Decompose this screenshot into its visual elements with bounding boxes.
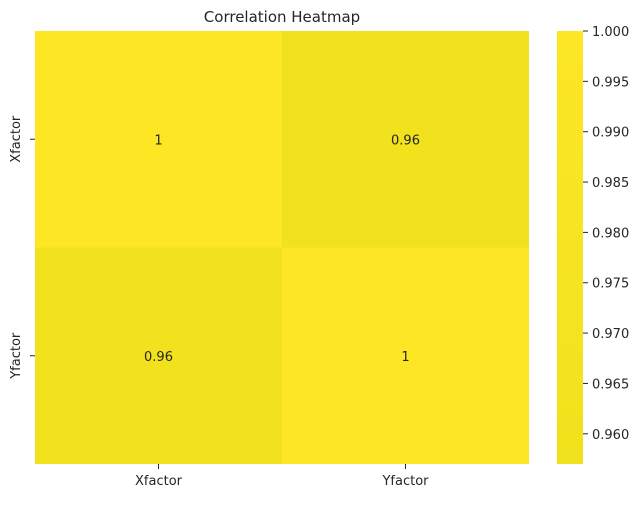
heatmap-cell-label-1-1: 1: [401, 350, 409, 365]
x-tick-label-1: Yfactor: [381, 474, 429, 489]
colorbar-tick-label-1: 0.965: [592, 377, 629, 392]
colorbar-tick-label-8: 1.000: [592, 25, 629, 40]
y-tick-label-1: Yfactor: [9, 332, 24, 380]
colorbar-tick-label-3: 0.975: [592, 277, 629, 292]
heatmap-cell-label-0-1: 0.96: [391, 133, 420, 148]
heatmap-cell-label-1-0: 0.96: [144, 350, 173, 365]
heatmap-cell-labels: 1 0.96 0.96 1: [144, 133, 420, 365]
colorbar: 0.960 0.965 0.970 0.975 0.980 0.985 0.990 0.995…: [557, 25, 629, 464]
x-tick-label-0: Xfactor: [135, 474, 183, 489]
colorbar-tick-label-2: 0.970: [592, 327, 629, 342]
y-tick-label-0: Xfactor: [9, 115, 24, 163]
heatmap-cell-1-1: [282, 247, 529, 464]
colorbar-gradient: [557, 31, 583, 464]
colorbar-tick-label-5: 0.985: [592, 176, 629, 191]
colorbar-tick-label-6: 0.990: [592, 126, 629, 141]
x-axis-ticks: Xfactor Yfactor: [135, 464, 429, 489]
colorbar-tick-label-4: 0.980: [592, 226, 629, 241]
chart-title: Correlation Heatmap: [204, 8, 360, 26]
heatmap-cell-1-0: [35, 247, 282, 464]
colorbar-tick-label-0: 0.960: [592, 428, 629, 443]
colorbar-tick-label-7: 0.995: [592, 75, 629, 90]
y-axis-ticks: Xfactor Yfactor: [9, 115, 35, 380]
heatmap-cell-label-0-0: 1: [154, 133, 162, 148]
heatmap-cells: [35, 31, 529, 464]
heatmap-cell-0-1: [282, 31, 529, 248]
heatmap-cell-0-0: [35, 31, 282, 248]
